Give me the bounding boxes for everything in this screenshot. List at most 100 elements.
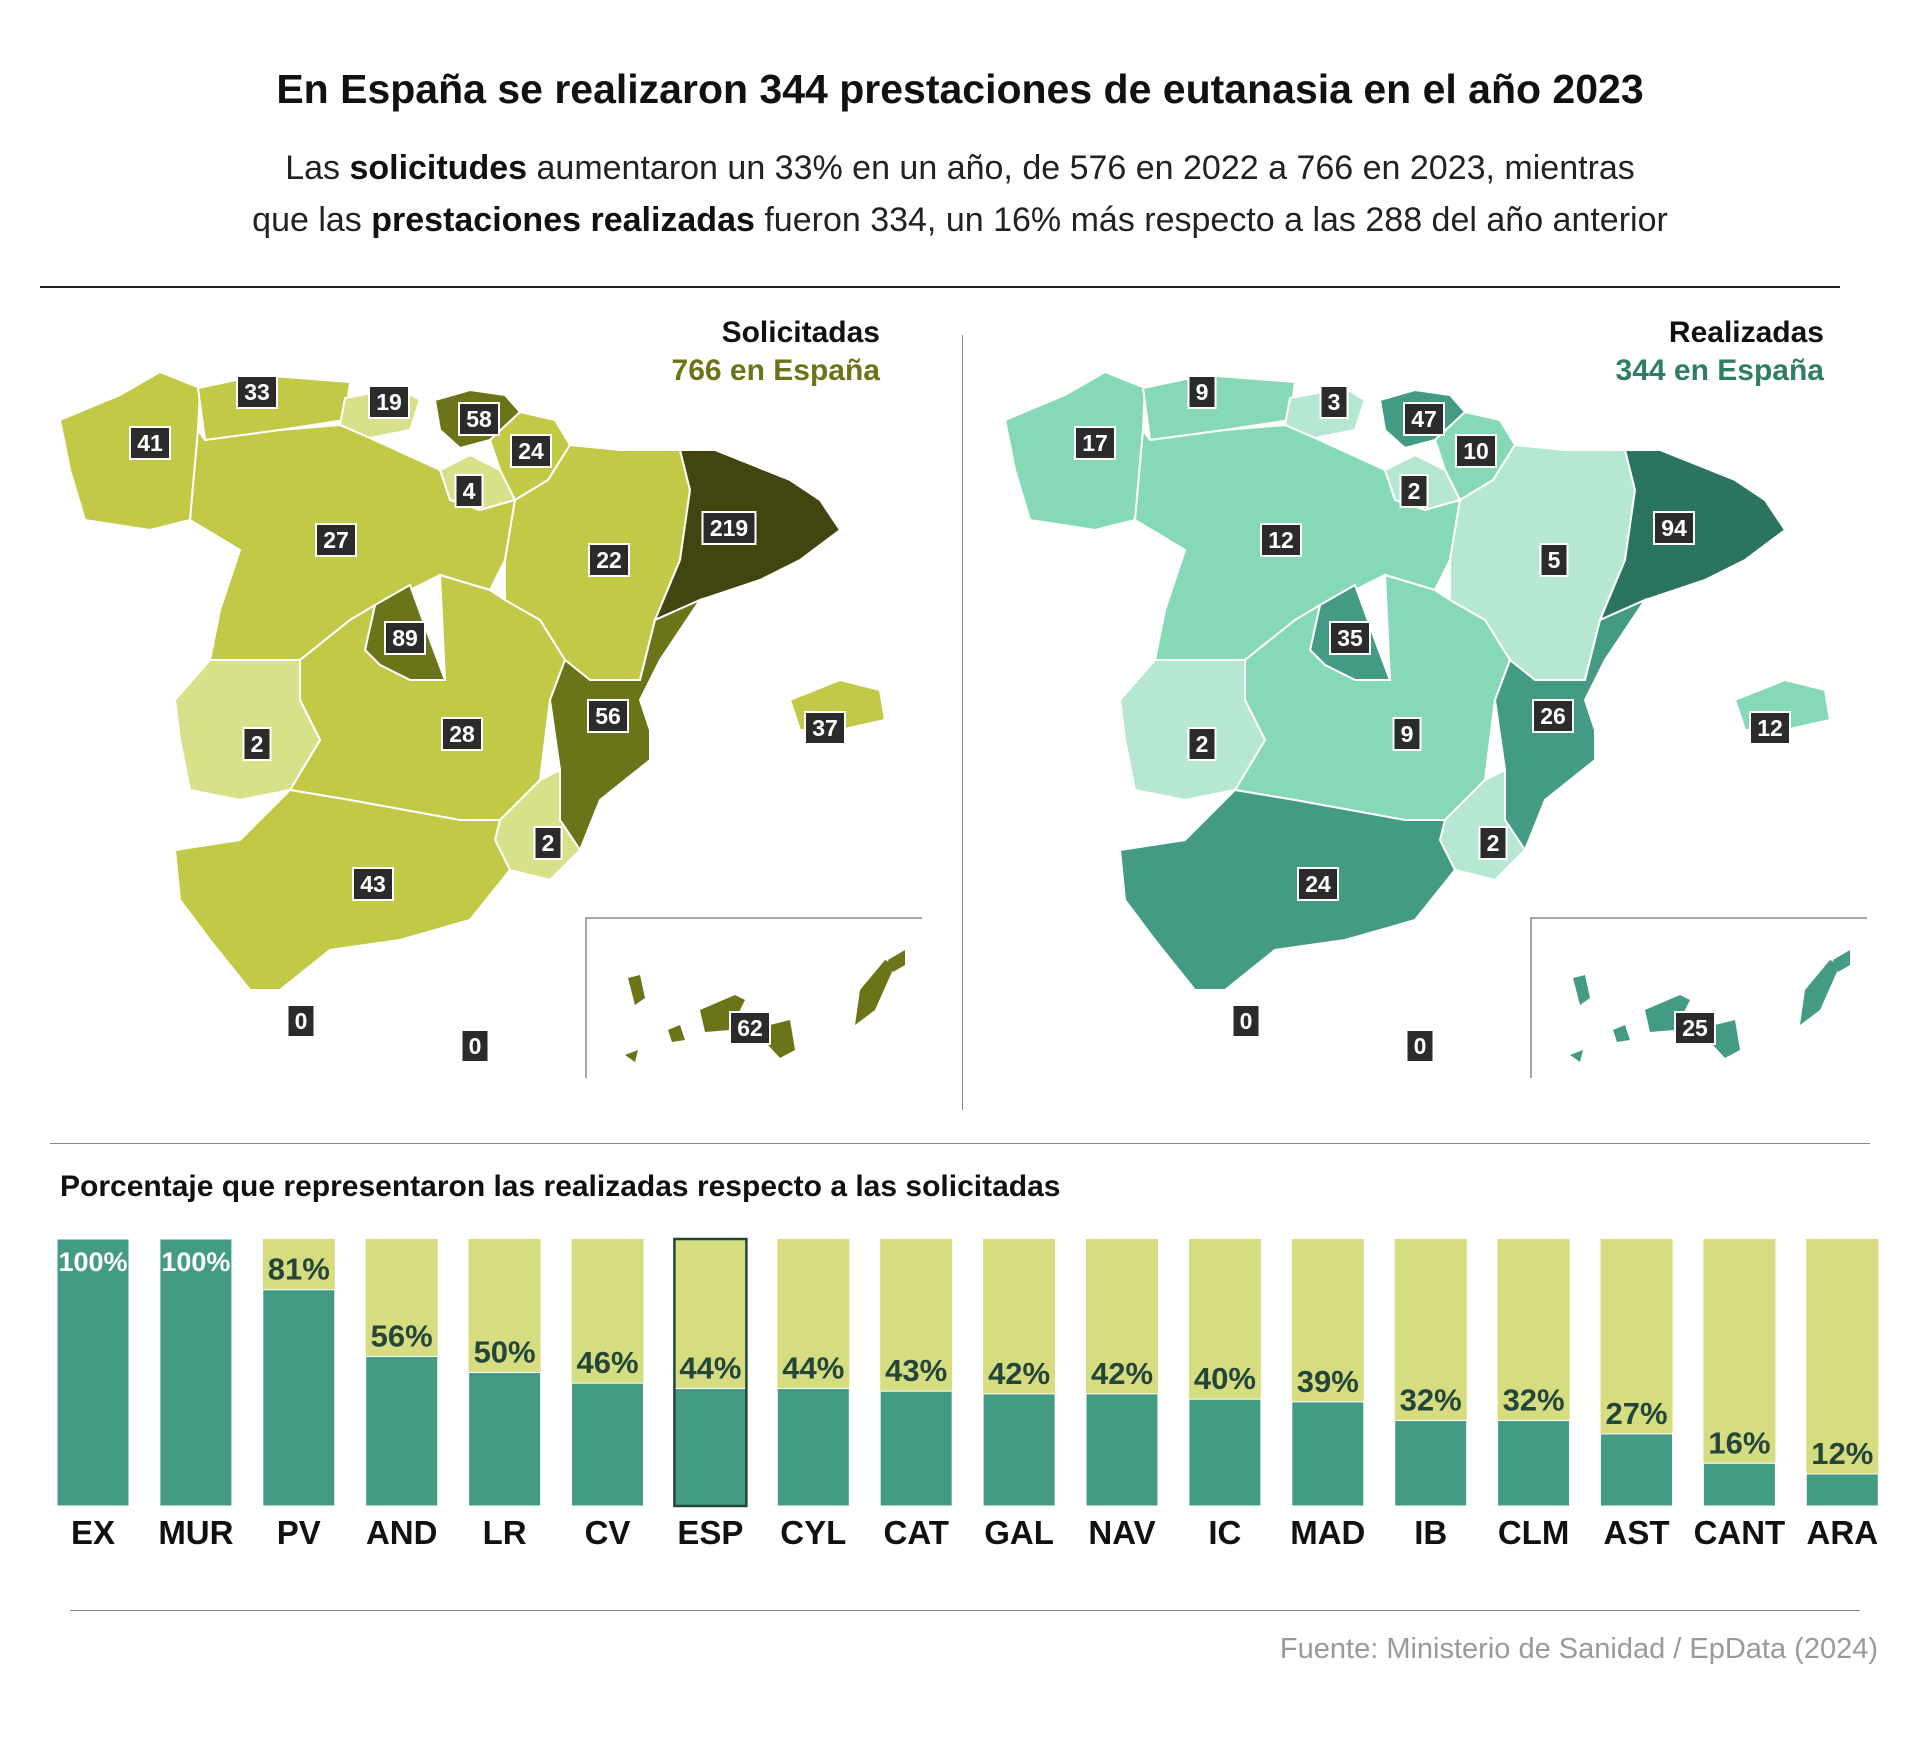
value-box-cv [1532,699,1574,733]
value-label-ib: 12 [1757,715,1783,741]
canary-inset-frame [585,917,922,1078]
value-label-ceu: 0 [295,1008,308,1034]
bar-ib [1394,1420,1468,1507]
value-box-ex [242,727,272,761]
bar-category-pv: PV [277,1514,321,1551]
bar-ic [1188,1398,1262,1507]
value-label-ib: 37 [812,715,838,741]
canary-island-4 [1800,960,1840,1025]
value-box-cyl [315,523,357,557]
value-box-ic [729,1011,771,1045]
bar-category-ara: ARA [1807,1514,1879,1551]
value-label-cv: 56 [595,703,621,729]
map-left-total: 766 en España [671,354,880,387]
value-box-and [1297,867,1339,901]
bar-category-cyl: CYL [780,1514,846,1551]
bar-label-ex: 100% [58,1247,127,1277]
value-label-ast: 33 [244,379,270,405]
bar-category-nav: NAV [1088,1514,1155,1551]
value-box-ast [236,375,278,409]
bar-cat [879,1390,953,1507]
bar-gal [982,1393,1056,1507]
value-label-mur: 2 [542,830,555,856]
value-label-lr: 4 [463,478,476,504]
bar-category-cat: CAT [884,1514,949,1551]
value-box-clm [1392,717,1422,751]
canary-island-0 [1573,975,1590,1005]
bar-clm [1497,1420,1571,1507]
region-and [173,788,512,991]
canary-island-6 [1570,1050,1583,1062]
canary-island-4 [855,960,895,1025]
value-label-mad: 35 [1337,625,1363,651]
value-label-clm: 28 [449,721,475,747]
value-label-mel: 0 [1414,1033,1427,1059]
page-title: En España se realizaron 344 prestaciones… [276,66,1644,112]
value-box-mel [1405,1029,1435,1063]
bar-and [365,1355,439,1507]
bar-ara [1805,1473,1879,1507]
middle-divider [50,1143,1870,1144]
map-realizadas: 17 9 3 47 10 2 12 5 94 35 9 2 26 2 24 12 0 0 25 [1003,370,1867,1078]
value-box-mur [1478,826,1508,860]
bar-category-gal: GAL [984,1514,1054,1551]
bar-bg-cant [1703,1239,1776,1506]
value-box-pv [1403,402,1445,436]
value-label-and: 24 [1305,871,1331,897]
value-box-cat [1653,511,1695,545]
canary-island-1 [1613,1025,1630,1042]
value-label-cat: 94 [1661,515,1687,541]
bar-label-mur: 100% [161,1247,230,1277]
value-box-ceu [286,1004,316,1038]
bar-category-esp: ESP [677,1514,743,1551]
value-label-nav: 10 [1463,438,1489,464]
value-label-cat: 219 [710,515,748,541]
bar-label-cat: 43% [885,1353,947,1388]
value-label-ic: 25 [1682,1015,1708,1041]
bar-cyl [776,1388,850,1507]
canary-island-2 [1645,995,1690,1032]
value-box-mur [533,826,563,860]
value-box-ara [1539,543,1569,577]
bar-category-clm: CLM [1498,1514,1569,1551]
bar-cv [571,1382,644,1507]
value-box-cant [1319,385,1349,419]
value-box-lr [1399,474,1429,508]
value-box-cyl [1260,523,1302,557]
value-box-pv [458,402,500,436]
value-label-pv: 47 [1411,406,1437,432]
value-box-mel [460,1029,490,1063]
bar-label-pv: 81% [268,1252,330,1287]
bar-category-lr: LR [483,1514,527,1551]
bar-mad [1291,1401,1365,1507]
bar-label-esp: 44% [679,1351,741,1386]
source-note: Fuente: Ministerio de Sanidad / EpData (… [1279,1633,1878,1665]
bar-label-lr: 50% [474,1335,536,1370]
bar-category-ib: IB [1414,1514,1447,1551]
bar-category-ast: AST [1604,1514,1670,1551]
value-label-mur: 2 [1487,830,1500,856]
canary-island-5 [888,950,905,972]
bar-ast [1600,1433,1673,1507]
canary-island-6 [625,1050,638,1062]
bar-category-cant: CANT [1694,1514,1786,1551]
value-label-ara: 5 [1548,547,1561,573]
bar-label-cyl: 44% [782,1351,844,1386]
bar-nav [1085,1393,1159,1507]
bar-highlight-frame [673,1237,748,1508]
bar-label-gal: 42% [988,1356,1050,1391]
maps-divider [962,335,963,1110]
bar-cant [1702,1462,1776,1507]
bar-label-mad: 39% [1297,1364,1359,1399]
value-label-nav: 24 [518,438,544,464]
value-label-mel: 0 [469,1033,482,1059]
value-box-ast [1187,375,1217,409]
bar-label-nav: 42% [1091,1356,1153,1391]
value-box-ic [1674,1011,1716,1045]
bar-label-cv: 46% [576,1345,638,1380]
map-right-total: 344 en España [1615,354,1824,387]
bar-label-clm: 32% [1503,1383,1565,1418]
value-box-ib [804,711,846,745]
bar-label-ara: 12% [1811,1436,1873,1471]
